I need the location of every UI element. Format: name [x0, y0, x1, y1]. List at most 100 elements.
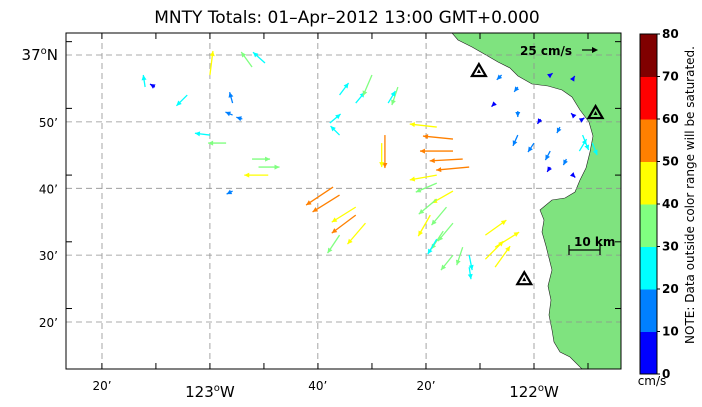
lon-label: 20’ — [417, 379, 436, 393]
vector-head — [440, 264, 447, 271]
vector-head — [194, 131, 201, 137]
vector-head — [491, 101, 497, 107]
current-vector — [252, 156, 271, 162]
velocity-key-arrowhead — [592, 47, 598, 53]
current-vector — [226, 189, 233, 195]
vector-head — [467, 273, 473, 280]
current-vector — [429, 158, 463, 164]
current-vector — [455, 246, 464, 266]
current-vector — [225, 111, 233, 117]
frame-ticks — [66, 33, 621, 369]
vector-head — [409, 122, 416, 128]
vector-head — [141, 75, 147, 81]
vector-head — [226, 189, 233, 195]
vector-head — [327, 247, 333, 254]
vector-head — [362, 90, 368, 97]
colorbar-tick-label: 0 — [662, 367, 670, 381]
current-vector — [491, 101, 497, 108]
vector-head — [427, 248, 433, 255]
vector-head — [150, 84, 156, 89]
current-vector — [591, 142, 598, 156]
vector-head — [569, 172, 576, 178]
current-vector — [258, 164, 280, 170]
vector-head — [547, 166, 552, 172]
current-vector — [418, 198, 438, 215]
current-vector — [175, 94, 188, 107]
scale-bar: 10 km — [568, 235, 615, 255]
current-vector — [484, 240, 504, 260]
current-vector — [527, 142, 535, 153]
colorbar-tick-label: 10 — [662, 325, 679, 339]
vector-head — [225, 111, 231, 117]
colorbar-segment — [640, 161, 657, 205]
vector-head — [391, 99, 396, 106]
hemisphere-suffix: N — [47, 46, 58, 64]
vector-head — [274, 164, 280, 170]
current-vector — [409, 174, 437, 182]
current-vector — [228, 92, 234, 104]
current-vector — [569, 75, 576, 82]
current-vector — [329, 113, 342, 124]
vector-head — [513, 232, 520, 237]
hemisphere-suffix: W — [220, 383, 235, 401]
current-vector — [430, 206, 447, 226]
vector-head — [265, 156, 271, 162]
vector-head — [176, 100, 182, 106]
vector-shaft — [422, 135, 454, 140]
lat-label: 30’ — [39, 249, 58, 263]
vector-head — [382, 163, 388, 169]
plot-area: 25 cm/s 10 km — [66, 33, 621, 369]
vector-head — [571, 113, 577, 119]
current-vector — [331, 214, 357, 234]
current-vector — [417, 214, 431, 237]
current-vector — [382, 135, 388, 169]
colorbar-segment — [640, 331, 657, 375]
current-vector — [556, 126, 562, 134]
current-vector — [512, 134, 519, 147]
current-vector — [544, 150, 551, 161]
current-vector — [515, 111, 521, 118]
current-vector — [562, 158, 568, 166]
colorbar-segment — [640, 76, 657, 120]
current-vector — [468, 255, 474, 271]
vector-head — [547, 73, 553, 79]
map-title: MNTY Totals: 01–Apr–2012 13:00 GMT+0.000 — [154, 8, 540, 28]
lat-label: 20’ — [39, 316, 58, 330]
current-vector — [578, 117, 585, 123]
vector-head — [379, 162, 385, 168]
vector-head — [253, 52, 259, 58]
current-vector — [436, 166, 470, 173]
current-vector — [252, 51, 266, 64]
current-vector — [409, 122, 437, 128]
current-vector — [236, 116, 243, 122]
current-vector — [339, 82, 350, 96]
vector-head — [312, 207, 319, 212]
vector-head — [331, 217, 338, 223]
vector-head — [592, 149, 598, 156]
colorbar-segment — [640, 119, 657, 162]
degree-sign: o — [214, 383, 220, 394]
current-vector — [536, 118, 543, 125]
velocity-key: 25 cm/s — [520, 44, 598, 58]
velocity-key-label: 25 cm/s — [520, 44, 572, 58]
vector-head — [228, 92, 234, 98]
vector-shaft — [436, 166, 470, 171]
colorbar-segment — [640, 289, 657, 332]
coastline-land — [451, 33, 621, 369]
radar-station-marker — [515, 269, 534, 286]
vector-shaft — [312, 194, 340, 213]
current-vector — [440, 254, 454, 271]
lat-label: 37oN — [22, 46, 58, 64]
current-vector — [330, 125, 341, 136]
current-vector — [513, 86, 520, 93]
lon-label: 122oW — [509, 383, 559, 401]
radar-station-center — [476, 69, 481, 74]
vector-head — [528, 146, 533, 153]
vector-head — [581, 139, 587, 145]
current-vectors — [141, 50, 598, 280]
vector-head — [418, 230, 423, 237]
lon-label: 123oW — [185, 383, 235, 401]
current-vector — [578, 138, 588, 152]
vector-head — [418, 208, 425, 215]
